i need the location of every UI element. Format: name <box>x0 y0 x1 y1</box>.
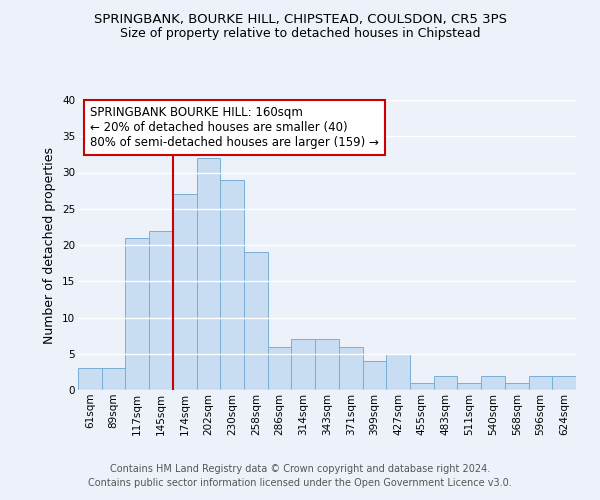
Bar <box>173 194 197 390</box>
Bar <box>220 180 244 390</box>
Bar <box>125 238 149 390</box>
Text: SPRINGBANK, BOURKE HILL, CHIPSTEAD, COULSDON, CR5 3PS: SPRINGBANK, BOURKE HILL, CHIPSTEAD, COUL… <box>94 12 506 26</box>
Text: SPRINGBANK BOURKE HILL: 160sqm
← 20% of detached houses are smaller (40)
80% of : SPRINGBANK BOURKE HILL: 160sqm ← 20% of … <box>91 106 379 149</box>
Bar <box>362 361 386 390</box>
Bar <box>410 383 434 390</box>
Text: Size of property relative to detached houses in Chipstead: Size of property relative to detached ho… <box>120 28 480 40</box>
Bar <box>339 346 362 390</box>
Bar <box>102 368 125 390</box>
Y-axis label: Number of detached properties: Number of detached properties <box>43 146 56 344</box>
Bar <box>78 368 102 390</box>
Bar <box>434 376 457 390</box>
Text: Contains HM Land Registry data © Crown copyright and database right 2024.
Contai: Contains HM Land Registry data © Crown c… <box>88 464 512 487</box>
Bar <box>244 252 268 390</box>
Bar <box>505 383 529 390</box>
Bar <box>268 346 292 390</box>
Bar <box>481 376 505 390</box>
Bar <box>457 383 481 390</box>
Bar <box>315 339 339 390</box>
Bar <box>552 376 576 390</box>
Bar <box>149 230 173 390</box>
Bar <box>386 354 410 390</box>
Bar <box>292 339 315 390</box>
Bar <box>197 158 220 390</box>
Bar <box>529 376 552 390</box>
